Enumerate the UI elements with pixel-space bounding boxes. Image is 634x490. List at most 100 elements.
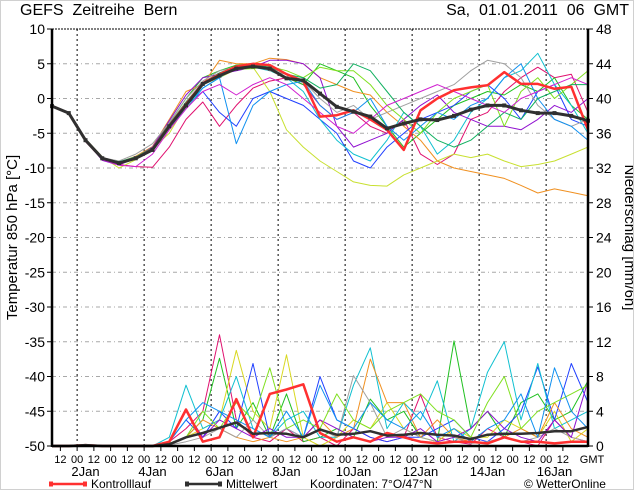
temperature-mean-point (401, 121, 406, 126)
timezone-label: GMT (580, 454, 605, 466)
date-label: 8Jan (272, 464, 300, 479)
temperature-mean-point (569, 113, 574, 118)
right-tick-label: 32 (596, 160, 612, 176)
temperature-mean-point (552, 111, 557, 116)
legend-mean-marker (218, 481, 222, 487)
right-axis-title: Niederschlag [mm/6h] (621, 165, 633, 311)
right-tick-label: 20 (596, 264, 612, 280)
legend-control-label: Kontrolllauf (91, 477, 152, 489)
right-tick-label: 0 (596, 438, 604, 454)
hour-label: 00 (306, 454, 318, 466)
left-axis-title: Temperatur 850 hPa [°C] (4, 155, 21, 320)
hour-label: 00 (272, 454, 284, 466)
temperature-mean-point (200, 81, 205, 86)
temperature-mean-point (83, 138, 88, 143)
hour-label: 00 (540, 454, 552, 466)
hour-label: 12 (322, 454, 334, 466)
left-tick-label: -45 (25, 403, 45, 419)
temperature-member-line (51, 77, 589, 168)
temperature-mean-point (234, 66, 239, 71)
temperature-mean-point (468, 107, 473, 112)
hour-label: 12 (255, 454, 267, 466)
temperature-mean-point (150, 147, 155, 152)
hour-label: 12 (423, 454, 435, 466)
temperature-mean-point (435, 118, 440, 123)
temperature-mean-point (167, 124, 172, 129)
hour-label: 12 (121, 454, 133, 466)
temperature-mean-point (535, 111, 540, 116)
hour-label: 00 (71, 454, 83, 466)
right-tick-label: 40 (596, 91, 612, 107)
right-tick-label: 36 (596, 125, 612, 141)
copyright-label: © WetterOnline (524, 477, 606, 489)
hour-label: 00 (440, 454, 452, 466)
hour-label: 12 (557, 454, 569, 466)
chart-title: GEFS Zeitreihe Bern (20, 2, 178, 19)
temperature-mean-point (301, 78, 306, 83)
hour-label: 12 (289, 454, 301, 466)
temperature-mean-point (284, 76, 289, 81)
hour-label: 00 (473, 454, 485, 466)
right-tick-label: 16 (596, 299, 612, 315)
date-label: 14Jan (470, 464, 505, 479)
left-tick-label: -5 (33, 125, 46, 141)
date-label: 16Jan (537, 464, 572, 479)
hour-label: 12 (222, 454, 234, 466)
hour-label: 12 (389, 454, 401, 466)
hour-label: 00 (172, 454, 184, 466)
legend-mean-label: Mittelwert (226, 477, 278, 489)
left-tick-label: -35 (25, 334, 45, 350)
temperature-mean-point (66, 111, 71, 116)
hour-label: 12 (54, 454, 66, 466)
left-tick-label: 0 (37, 91, 45, 107)
date-label: 2Jan (71, 464, 99, 479)
temperature-mean-point (485, 103, 490, 108)
hour-label: 12 (155, 454, 167, 466)
date-label: 4Jan (138, 464, 166, 479)
date-label: 6Jan (205, 464, 233, 479)
temperature-mean-point (351, 109, 356, 114)
right-tick-label: 8 (596, 369, 604, 385)
right-tick-label: 48 (596, 21, 612, 37)
temperature-mean-point (184, 103, 188, 108)
right-tick-label: 4 (596, 403, 604, 419)
date-label: 10Jan (336, 464, 371, 479)
hour-label: 00 (406, 454, 418, 466)
hour-label: 12 (490, 454, 502, 466)
right-tick-label: 12 (596, 334, 612, 350)
left-tick-label: -30 (25, 299, 45, 315)
temperature-mean-point (334, 104, 339, 109)
temperature-mean-point (502, 103, 507, 108)
right-tick-label: 28 (596, 195, 612, 211)
left-tick-label: -25 (25, 264, 45, 280)
date-label: 12Jan (403, 464, 438, 479)
temperature-member-line (51, 59, 589, 162)
temperature-mean-point (318, 91, 322, 96)
temperature-mean-point (452, 113, 456, 118)
temperature-mean-point (418, 117, 423, 122)
hour-label: 00 (105, 454, 117, 466)
legend-control-marker (83, 481, 87, 487)
temperature-mean-point (117, 161, 121, 166)
temperature-mean-point (251, 64, 255, 69)
legend-control-marker (49, 481, 53, 487)
hour-label: 00 (507, 454, 519, 466)
precip-member-line (52, 380, 589, 447)
left-tick-label: -15 (25, 195, 45, 211)
temperature-mean-point (519, 108, 523, 113)
temperature-mean-point (133, 156, 138, 161)
left-tick-label: 10 (29, 21, 45, 37)
hour-label: 12 (88, 454, 100, 466)
right-tick-label: 24 (596, 230, 612, 246)
hour-label: 12 (356, 454, 368, 466)
temperature-mean-point (217, 73, 222, 78)
left-tick-label: -50 (25, 438, 45, 454)
left-tick-label: 5 (37, 56, 45, 72)
run-datetime: Sa, 01.01.2011 06 GMT (446, 2, 629, 19)
left-tick-label: -40 (25, 369, 45, 385)
temperature-mean-point (100, 156, 105, 161)
left-tick-label: -20 (25, 230, 45, 246)
temperature-mean-point (267, 66, 272, 71)
temperature-mean-point (385, 126, 389, 131)
